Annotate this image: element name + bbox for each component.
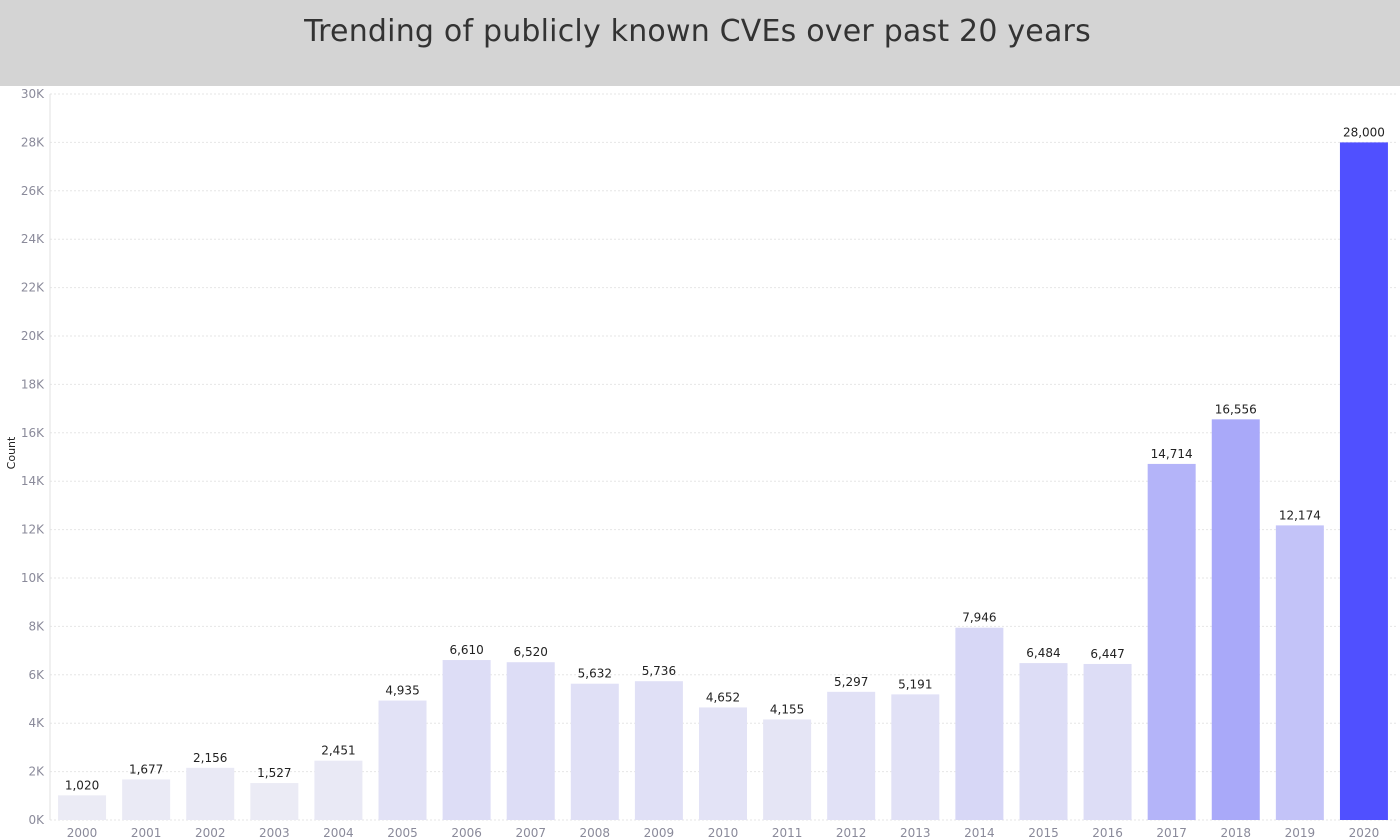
y-tick-label: 14K: [21, 474, 45, 488]
y-tick-label: 28K: [21, 135, 45, 149]
bar-2009: [634, 681, 683, 820]
y-tick-label: 10K: [21, 571, 45, 585]
bar-2017: [1147, 463, 1196, 820]
bar-series: [58, 142, 1388, 820]
chart-header: Trending of publicly known CVEs over pas…: [0, 0, 1400, 86]
data-label-2015: 6,484: [1026, 646, 1060, 660]
bar-2014: [955, 627, 1004, 820]
x-tick-label: 2008: [580, 826, 611, 840]
y-tick-label: 20K: [21, 329, 45, 343]
gridlines: [50, 93, 1396, 821]
data-label-2016: 6,447: [1090, 647, 1124, 661]
bar-2003: [250, 783, 299, 820]
y-tick-label: 16K: [21, 426, 45, 440]
x-tick-label: 2014: [964, 826, 995, 840]
data-label-2012: 5,297: [834, 675, 868, 689]
data-label-2000: 1,020: [65, 778, 99, 792]
y-tick-label: 12K: [21, 523, 45, 537]
data-label-2013: 5,191: [898, 677, 932, 691]
data-label-2007: 6,520: [514, 645, 548, 659]
y-tick-label: 18K: [21, 377, 45, 391]
x-tick-label: 2010: [708, 826, 739, 840]
y-tick-label: 8K: [28, 619, 45, 633]
bar-chart: 0K 2K 4K 6K 8K 10K 12K 14K 16K 18K 20K 22K 24K 26K 28K…: [5, 87, 1396, 840]
x-tick-label: 2011: [772, 826, 803, 840]
bar-2015: [1019, 663, 1068, 820]
data-label-2008: 5,632: [578, 667, 612, 681]
x-tick-label: 2013: [900, 826, 931, 840]
y-tick-label: 26K: [21, 184, 45, 198]
x-tick-label: 2000: [67, 826, 98, 840]
y-tick-label: 2K: [28, 765, 45, 779]
data-label-2018: 16,556: [1215, 402, 1257, 416]
bar-2001: [122, 779, 171, 820]
x-tick-label: 2015: [1028, 826, 1059, 840]
bar-2020: [1339, 142, 1388, 820]
data-label-2014: 7,946: [962, 611, 996, 625]
y-axis-title: Count: [5, 436, 18, 469]
x-tick-label: 2012: [836, 826, 867, 840]
data-label-2017: 14,714: [1151, 447, 1193, 461]
data-label-2001: 1,677: [129, 762, 163, 776]
data-label-2009: 5,736: [642, 664, 676, 678]
x-tick-label: 2019: [1285, 826, 1316, 840]
x-tick-label: 2007: [515, 826, 546, 840]
bar-2016: [1083, 663, 1132, 820]
y-tick-label: 24K: [21, 232, 45, 246]
y-tick-label: 22K: [21, 281, 45, 295]
bar-2010: [699, 707, 747, 820]
y-tick-label: 4K: [28, 716, 45, 730]
data-label-2020: 28,000: [1343, 125, 1385, 139]
bar-2007: [506, 662, 555, 820]
y-tick-label: 6K: [28, 668, 45, 682]
data-labels: 1,020 1,677 2,156 1,527 2,451 4,935 6,610 6,520…: [65, 125, 1385, 792]
x-tick-label: 2004: [323, 826, 354, 840]
x-tick-label: 2006: [451, 826, 482, 840]
x-tick-label: 2017: [1156, 826, 1187, 840]
x-axis: 2000 2001 2002 2003 2004 2005 2006 2007 2008 2009…: [67, 826, 1379, 840]
y-tick-label: 0K: [28, 813, 45, 827]
bar-2008: [570, 683, 619, 820]
bar-2012: [827, 691, 876, 820]
bar-2002: [186, 767, 235, 820]
data-label-2002: 2,156: [193, 751, 227, 765]
x-tick-label: 2009: [644, 826, 675, 840]
x-tick-label: 2016: [1092, 826, 1123, 840]
x-tick-label: 2020: [1349, 826, 1380, 840]
bar-2018: [1211, 419, 1260, 820]
x-tick-label: 2001: [131, 826, 162, 840]
data-label-2005: 4,935: [385, 684, 419, 698]
bar-2006: [442, 660, 491, 820]
x-tick-label: 2002: [195, 826, 226, 840]
x-tick-label: 2005: [387, 826, 418, 840]
bar-2019: [1275, 525, 1324, 820]
bar-2004: [314, 760, 363, 820]
data-label-2011: 4,155: [770, 702, 804, 716]
bar-2005: [378, 700, 427, 820]
chart-title: Trending of publicly known CVEs over pas…: [304, 14, 1091, 49]
x-tick-label: 2018: [1220, 826, 1251, 840]
data-label-2019: 12,174: [1279, 508, 1321, 522]
data-label-2010: 4,652: [706, 690, 740, 704]
y-tick-label: 30K: [21, 87, 45, 101]
data-label-2006: 6,610: [449, 643, 483, 657]
bar-2013: [891, 694, 940, 820]
y-axis: 0K 2K 4K 6K 8K 10K 12K 14K 16K 18K 20K 22K 24K 26K 28K…: [21, 87, 51, 827]
data-label-2003: 1,527: [257, 766, 291, 780]
x-tick-label: 2003: [259, 826, 290, 840]
bar-2011: [763, 719, 812, 820]
bar-2000: [58, 795, 107, 820]
data-label-2004: 2,451: [321, 744, 355, 758]
